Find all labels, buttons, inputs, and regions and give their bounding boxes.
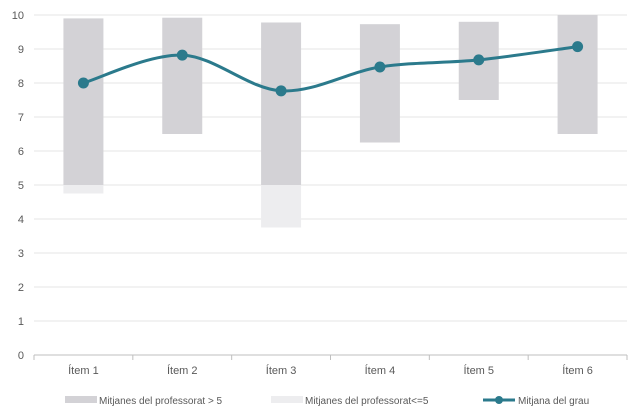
legend-label: Mitjana del grau xyxy=(518,396,589,407)
y-tick-label: 2 xyxy=(18,282,24,294)
legend-item: Mitjanes del professorat > 5 xyxy=(65,396,223,407)
y-tick-label: 4 xyxy=(18,214,24,226)
legend-label: Mitjanes del professorat<=5 xyxy=(305,396,429,407)
axes: 0 1 2 3 4 5 6 7 8 9 10 Ítem 1 Ítem 2 Ítem 3 Ítem 4 Ítem… xyxy=(12,10,628,377)
x-tick-label: Ítem 4 xyxy=(365,364,396,377)
legend: Mitjanes del professorat > 5 Mitjanes del… xyxy=(65,396,589,407)
bar xyxy=(359,24,400,143)
x-tick-label: Ítem 5 xyxy=(463,364,494,377)
y-tick-label: 5 xyxy=(18,180,24,192)
y-tick-label: 8 xyxy=(18,78,24,90)
legend-swatch xyxy=(65,396,97,403)
gridlines xyxy=(34,14,627,356)
bar xyxy=(162,17,203,134)
bar xyxy=(557,15,598,134)
y-tick-label: 6 xyxy=(18,146,24,158)
data-point xyxy=(275,85,287,97)
legend-label: Mitjanes del professorat > 5 xyxy=(99,396,223,407)
legend-item: Mitjanes del professorat<=5 xyxy=(271,396,429,407)
data-point xyxy=(572,41,584,53)
data-point xyxy=(374,61,386,73)
x-tick-label: Ítem 2 xyxy=(167,364,198,377)
x-tick-label: Ítem 6 xyxy=(562,364,593,377)
x-tick-label: Ítem 1 xyxy=(68,364,99,377)
legend-item: Mitjana del grau xyxy=(483,396,589,407)
bars xyxy=(63,15,598,228)
y-tick-label: 0 xyxy=(18,350,24,362)
series-line-path xyxy=(81,45,580,93)
y-tick-label: 1 xyxy=(18,316,24,328)
y-tick-label: 3 xyxy=(18,248,24,260)
data-point xyxy=(176,49,188,61)
data-point xyxy=(473,54,485,66)
bar xyxy=(261,22,302,186)
bar xyxy=(63,18,104,186)
x-tick-label: Ítem 3 xyxy=(266,364,297,377)
series-line xyxy=(77,41,584,97)
data-point xyxy=(77,77,89,89)
bar xyxy=(63,185,104,194)
y-tick-label: 7 xyxy=(18,112,24,124)
y-tick-label: 9 xyxy=(18,44,24,56)
y-tick-label: 10 xyxy=(12,10,24,22)
bar xyxy=(261,185,302,228)
legend-swatch xyxy=(271,396,303,403)
legend-marker xyxy=(495,396,503,404)
